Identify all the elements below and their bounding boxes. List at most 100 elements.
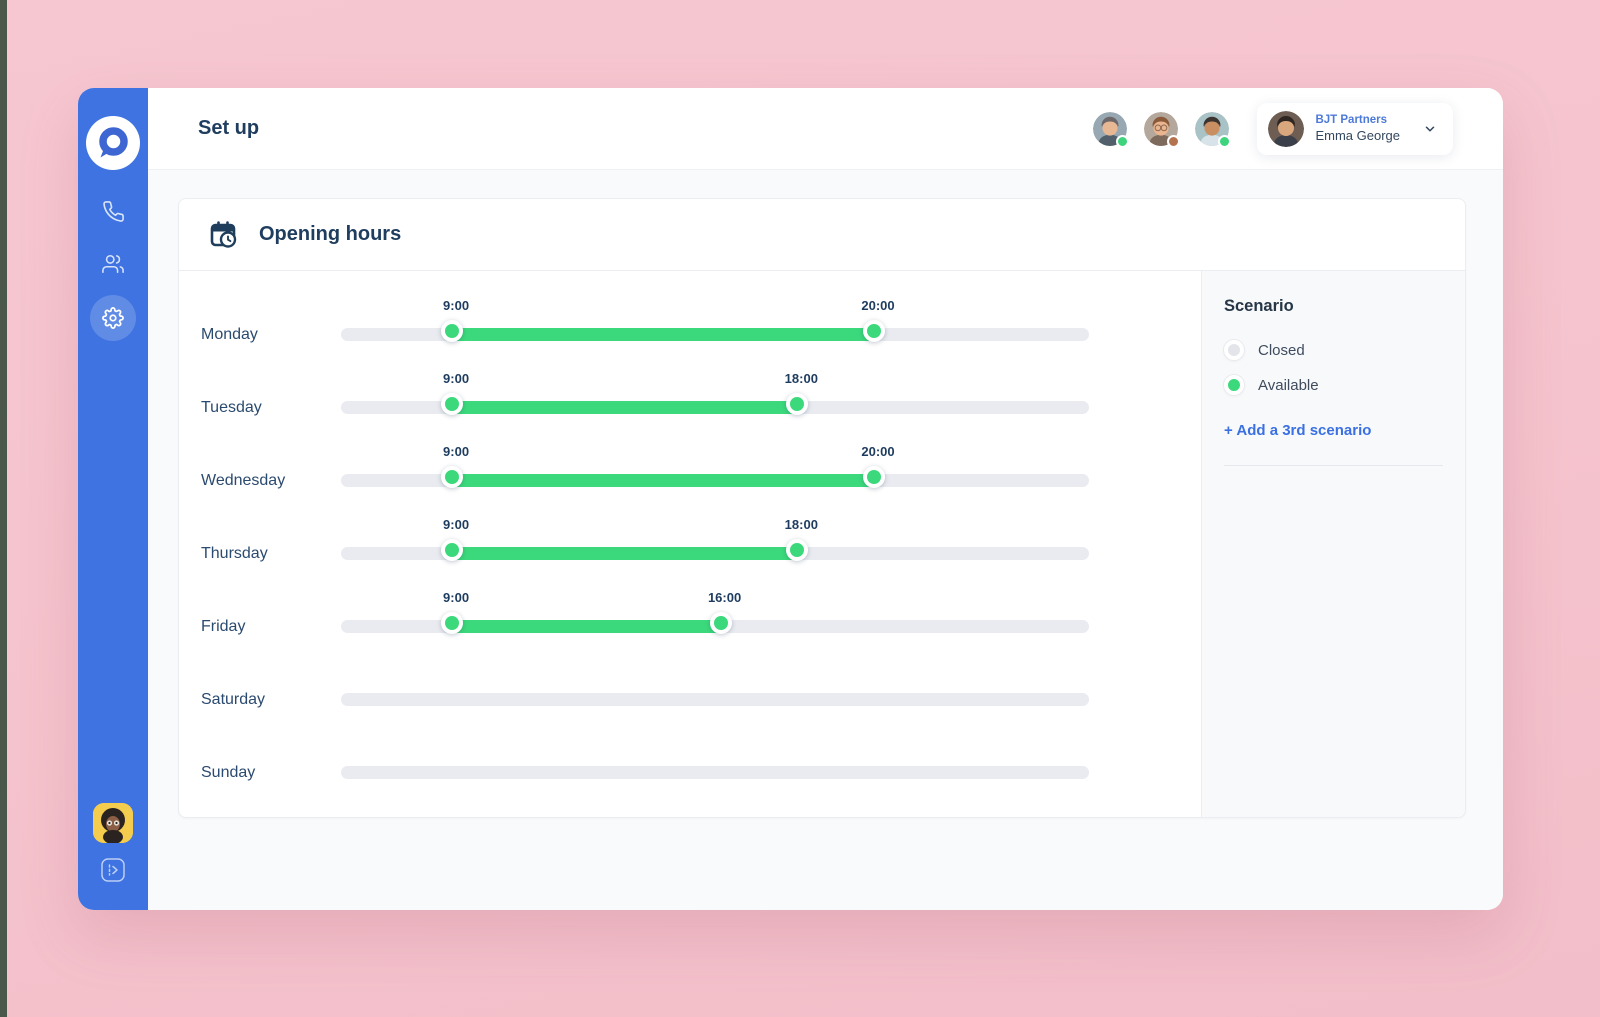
sidebar-item-settings-active[interactable] (90, 295, 136, 341)
slider (341, 736, 1089, 809)
day-row: Thursday 9:00 18:00 (179, 517, 1201, 590)
scenario-option-label: Available (1258, 376, 1319, 394)
slider-range (456, 474, 878, 487)
team-avatar[interactable] (1144, 111, 1181, 148)
slider: 9:00 18:00 (341, 517, 1089, 590)
day-label: Friday (201, 617, 246, 635)
day-label: Tuesday (201, 398, 262, 416)
calendar-clock-icon (210, 220, 237, 248)
time-label-end: 20:00 (861, 298, 895, 313)
sidebar-collapse-button[interactable] (99, 856, 127, 889)
account-texts: BJT Partners Emma George (1315, 113, 1400, 144)
chevron-down-icon (1425, 125, 1435, 132)
day-row: Tuesday 9:00 18:00 (179, 371, 1201, 444)
sidebar-item-calls[interactable] (101, 199, 125, 223)
scenario-dot (1224, 375, 1244, 395)
time-label-end: 16:00 (707, 590, 742, 605)
slider-handle-start[interactable] (441, 538, 464, 561)
slider-range (456, 328, 878, 341)
status-dot (1116, 134, 1130, 148)
gear-icon (102, 307, 124, 329)
logo-icon (86, 116, 140, 170)
day-label: Wednesday (201, 471, 286, 489)
status-dot (1167, 134, 1181, 148)
slider: 9:00 16:00 (341, 590, 1089, 663)
day-row: Friday 9:00 16:00 (179, 590, 1201, 663)
account-company: BJT Partners (1315, 114, 1388, 127)
time-label-end: 18:00 (784, 371, 818, 386)
slider-handle-end[interactable] (709, 611, 732, 634)
time-label-start: 9:00 (443, 298, 470, 313)
time-label-start: 9:00 (443, 444, 470, 459)
slider-handle-end[interactable] (863, 465, 886, 488)
page-title: Set up (198, 117, 260, 139)
scenario-option-label: Closed (1258, 341, 1305, 359)
time-label-end: 20:00 (861, 444, 895, 459)
team-avatar[interactable] (1195, 111, 1232, 148)
time-label-start: 9:00 (443, 517, 470, 532)
slider-handle-end[interactable] (786, 392, 809, 415)
collapse-icon (101, 858, 125, 882)
account-avatar (1268, 110, 1305, 147)
scenario-divider (1224, 465, 1443, 466)
main-area: Set up (148, 88, 1503, 910)
top-bar: Set up (148, 88, 1503, 170)
slider-handle-start[interactable] (441, 319, 464, 342)
slider-range (456, 401, 802, 414)
card-body: Monday 9:00 20:00 Tuesday 9:00 18:00 Wed… (179, 271, 1465, 817)
sidebar-profile-avatar[interactable] (93, 803, 133, 843)
slider: 9:00 20:00 (341, 298, 1089, 371)
slider: 9:00 20:00 (341, 444, 1089, 517)
day-row: Sunday (179, 736, 1201, 809)
scenario-title: Scenario (1224, 297, 1294, 315)
team-avatar[interactable] (1093, 111, 1130, 148)
slider-handle-start[interactable] (441, 465, 464, 488)
scenario-dot (1224, 340, 1244, 360)
avatar-image (1268, 110, 1305, 147)
day-row: Monday 9:00 20:00 (179, 298, 1201, 371)
scenario-panel: Scenario Closed Available + Add a 3rd sc… (1201, 271, 1465, 817)
scenario-options: Closed Available (1224, 340, 1443, 395)
day-row: Wednesday 9:00 20:00 (179, 444, 1201, 517)
app-logo[interactable] (86, 116, 140, 170)
day-label: Saturday (201, 690, 266, 708)
time-label-end: 18:00 (784, 517, 818, 532)
slider-handle-end[interactable] (786, 538, 809, 561)
card-header: Opening hours (179, 199, 1465, 271)
phone-icon (102, 200, 124, 222)
sidebar-item-team[interactable] (101, 252, 125, 276)
time-label-start: 9:00 (443, 371, 470, 386)
day-row: Saturday (179, 663, 1201, 736)
slider-range (456, 620, 725, 633)
slider-range (456, 547, 802, 560)
sidebar (78, 88, 148, 910)
slider: 9:00 18:00 (341, 371, 1089, 444)
add-scenario-link[interactable]: + Add a 3rd scenario (1224, 422, 1372, 439)
content-area: Opening hours Monday 9:00 20:00 Tuesday … (148, 170, 1503, 910)
slider-handle-end[interactable] (863, 319, 886, 342)
account-user: Emma George (1315, 127, 1400, 143)
opening-hours-card: Opening hours Monday 9:00 20:00 Tuesday … (178, 198, 1466, 818)
app-window: Set up (78, 88, 1503, 910)
topbar-right: BJT Partners Emma George (1093, 102, 1453, 155)
scenario-option[interactable]: Available (1224, 375, 1443, 395)
slider (341, 663, 1089, 736)
team-avatars (1093, 111, 1232, 148)
slider-track[interactable] (341, 766, 1089, 779)
profile-avatar-image (93, 803, 133, 843)
users-icon (102, 254, 124, 274)
screen-edge (0, 0, 7, 1017)
time-label-start: 9:00 (443, 590, 470, 605)
slider-track[interactable] (341, 693, 1089, 706)
day-rows: Monday 9:00 20:00 Tuesday 9:00 18:00 Wed… (179, 271, 1201, 817)
day-label: Monday (201, 325, 258, 343)
card-title: Opening hours (259, 223, 402, 245)
status-dot (1218, 134, 1232, 148)
day-label: Sunday (201, 763, 256, 781)
day-label: Thursday (201, 544, 268, 562)
scenario-option[interactable]: Closed (1224, 340, 1443, 360)
account-switcher[interactable]: BJT Partners Emma George (1257, 102, 1453, 155)
slider-handle-start[interactable] (441, 392, 464, 415)
slider-handle-start[interactable] (441, 611, 464, 634)
